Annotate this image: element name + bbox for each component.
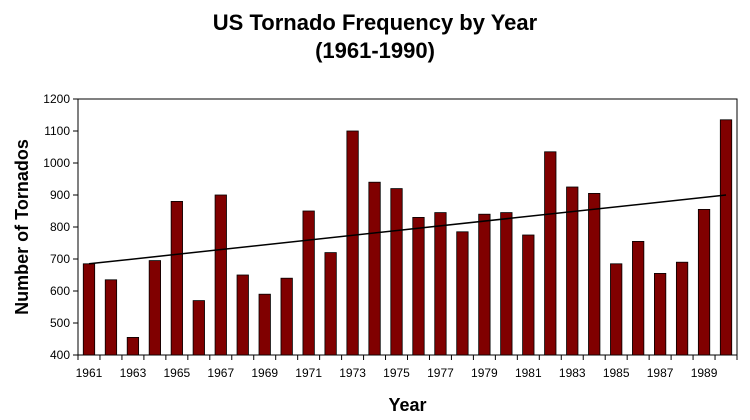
x-tick-label: 1969 (251, 366, 278, 380)
bar-1972 (324, 252, 337, 356)
x-tick-label: 1983 (559, 366, 586, 380)
bar-1975 (390, 188, 403, 356)
y-tick-label: 1100 (44, 124, 70, 138)
bar-1964 (148, 260, 161, 356)
bar-1970 (280, 277, 293, 356)
y-tick-label: 1000 (43, 156, 70, 170)
bar-1983 (566, 186, 579, 356)
x-axis-label: Year (388, 395, 426, 415)
bar-1984 (588, 192, 601, 356)
bar-1974 (368, 181, 381, 356)
bar-1978 (456, 231, 469, 356)
bar-1971 (302, 210, 315, 356)
bars (82, 119, 733, 356)
bar-1961 (82, 263, 96, 356)
y-tick-label: 700 (50, 252, 70, 266)
bar-1963 (126, 336, 140, 356)
bar-1985 (610, 263, 623, 356)
x-tick-label: 1973 (339, 366, 366, 380)
bar-1969 (258, 293, 271, 356)
bar-1989 (697, 208, 711, 356)
bar-1968 (236, 274, 249, 356)
bar-1973 (346, 130, 359, 356)
y-tick-label: 1200 (43, 92, 70, 106)
x-tick-label: 1965 (163, 366, 190, 380)
x-tick-label: 1981 (515, 366, 542, 380)
bar-1976 (412, 216, 425, 356)
x-tick-label: 1961 (76, 366, 103, 380)
chart-subtitle: (1961-1990) (315, 38, 435, 63)
y-tick-label: 900 (50, 188, 70, 202)
bar-1965 (170, 200, 183, 356)
x-tick-label: 1975 (383, 366, 410, 380)
x-tick-label: 1989 (691, 366, 718, 380)
x-tick-label: 1987 (647, 366, 674, 380)
trend-line (88, 194, 727, 265)
chart-title: US Tornado Frequency by Year (212, 10, 538, 35)
bar-1966 (192, 300, 205, 356)
y-axis: 400 500 600 700 800 900 1000 1100 1200 (43, 92, 78, 362)
bar-1990 (719, 119, 733, 356)
x-tick-label: 1985 (603, 366, 630, 380)
y-tick-label: 800 (50, 220, 70, 234)
y-tick-label: 400 (50, 348, 70, 362)
y-axis-label: Number of Tornados (12, 139, 32, 315)
x-tick-label: 1979 (471, 366, 498, 380)
bar-1988 (675, 261, 689, 356)
x-axis: 1961 1963 1965 1967 1969 1971 1973 1975 1977 1979… (76, 355, 738, 380)
bar-1967 (214, 194, 227, 356)
bar-1981 (522, 234, 535, 356)
bar-1980 (500, 212, 513, 356)
bar-1982 (544, 151, 557, 356)
x-tick-label: 1971 (295, 366, 322, 380)
bar-1962 (104, 279, 118, 356)
x-tick-label: 1963 (120, 366, 147, 380)
bar-1987 (654, 272, 667, 356)
bar-1986 (632, 240, 645, 356)
y-tick-label: 600 (50, 284, 70, 298)
bar-1979 (478, 213, 491, 356)
x-tick-label: 1977 (427, 366, 454, 380)
x-tick-label: 1967 (207, 366, 234, 380)
bar-1977 (434, 212, 447, 356)
y-tick-label: 500 (50, 316, 70, 330)
